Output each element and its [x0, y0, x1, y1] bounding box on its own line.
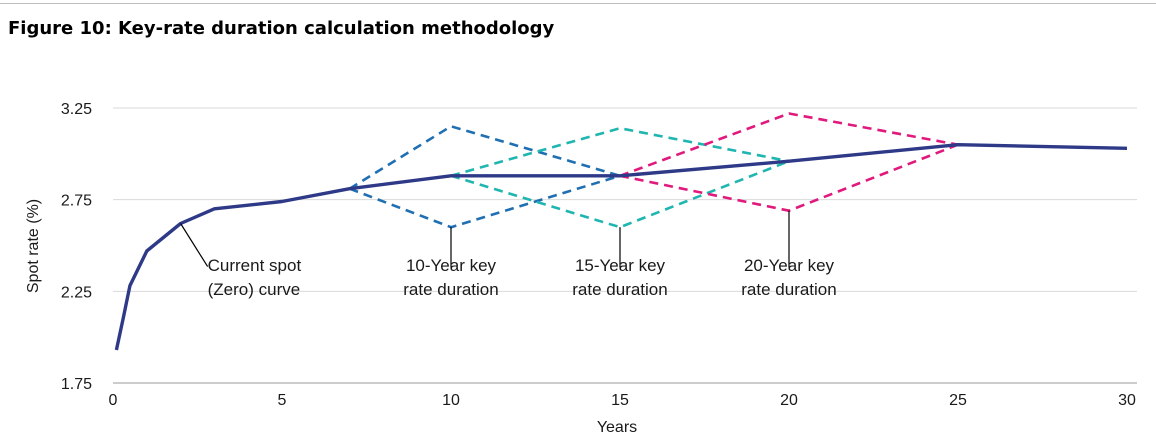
annotation-krd20-line-2: rate duration: [741, 280, 836, 299]
x-tick-label: 15: [611, 392, 629, 409]
annotation-base-line-1: Current spot: [208, 256, 302, 275]
series-krd15-shift: [450, 126, 790, 178]
annotation-krd15-line-1: 15-Year key: [575, 256, 666, 275]
annotation-leader-base: [180, 223, 209, 267]
series-krd10-shift: [348, 125, 621, 190]
annotation-krd20-line-1: 20-Year key: [744, 256, 835, 275]
y-tick-label: 3.25: [61, 101, 92, 118]
series-krd20-shift: [619, 143, 959, 212]
x-tick-label: 20: [780, 392, 798, 409]
y-tick-label: 2.25: [61, 284, 92, 301]
annotation-layer: Current spot (Zero) curve 10-Year key rate …: [180, 210, 837, 299]
series-krd15-shift: [450, 159, 790, 229]
axis-layer: Years Spot rate (%) 1.75 2.25 2.75 3.25 0 5 10…: [25, 101, 1136, 436]
series-current-spot-curve: [114, 142, 1128, 351]
x-tick-label: 0: [109, 392, 118, 409]
y-tick-label: 2.75: [61, 193, 92, 210]
annotation-krd10-line-1: 10-Year key: [406, 256, 497, 275]
annotation-base-line-2: (Zero) curve: [208, 280, 301, 299]
annotation-krd10-line-2: rate duration: [403, 280, 498, 299]
x-tick-label: 30: [1118, 392, 1136, 409]
x-tick-label: 25: [949, 392, 967, 409]
x-tick-label: 10: [442, 392, 460, 409]
series-krd20-shift: [619, 112, 959, 178]
annotation-krd15-line-2: rate duration: [572, 280, 667, 299]
x-tick-label: 5: [278, 392, 287, 409]
y-axis-label: Spot rate (%): [25, 199, 42, 293]
grid-layer: [113, 107, 1137, 384]
y-tick-label: 1.75: [61, 376, 92, 393]
x-axis-label: Years: [597, 419, 637, 436]
series-layer: [114, 112, 1128, 351]
figure-title: Figure 10: Key-rate duration calculation…: [8, 18, 555, 39]
top-rule: [0, 3, 1156, 4]
